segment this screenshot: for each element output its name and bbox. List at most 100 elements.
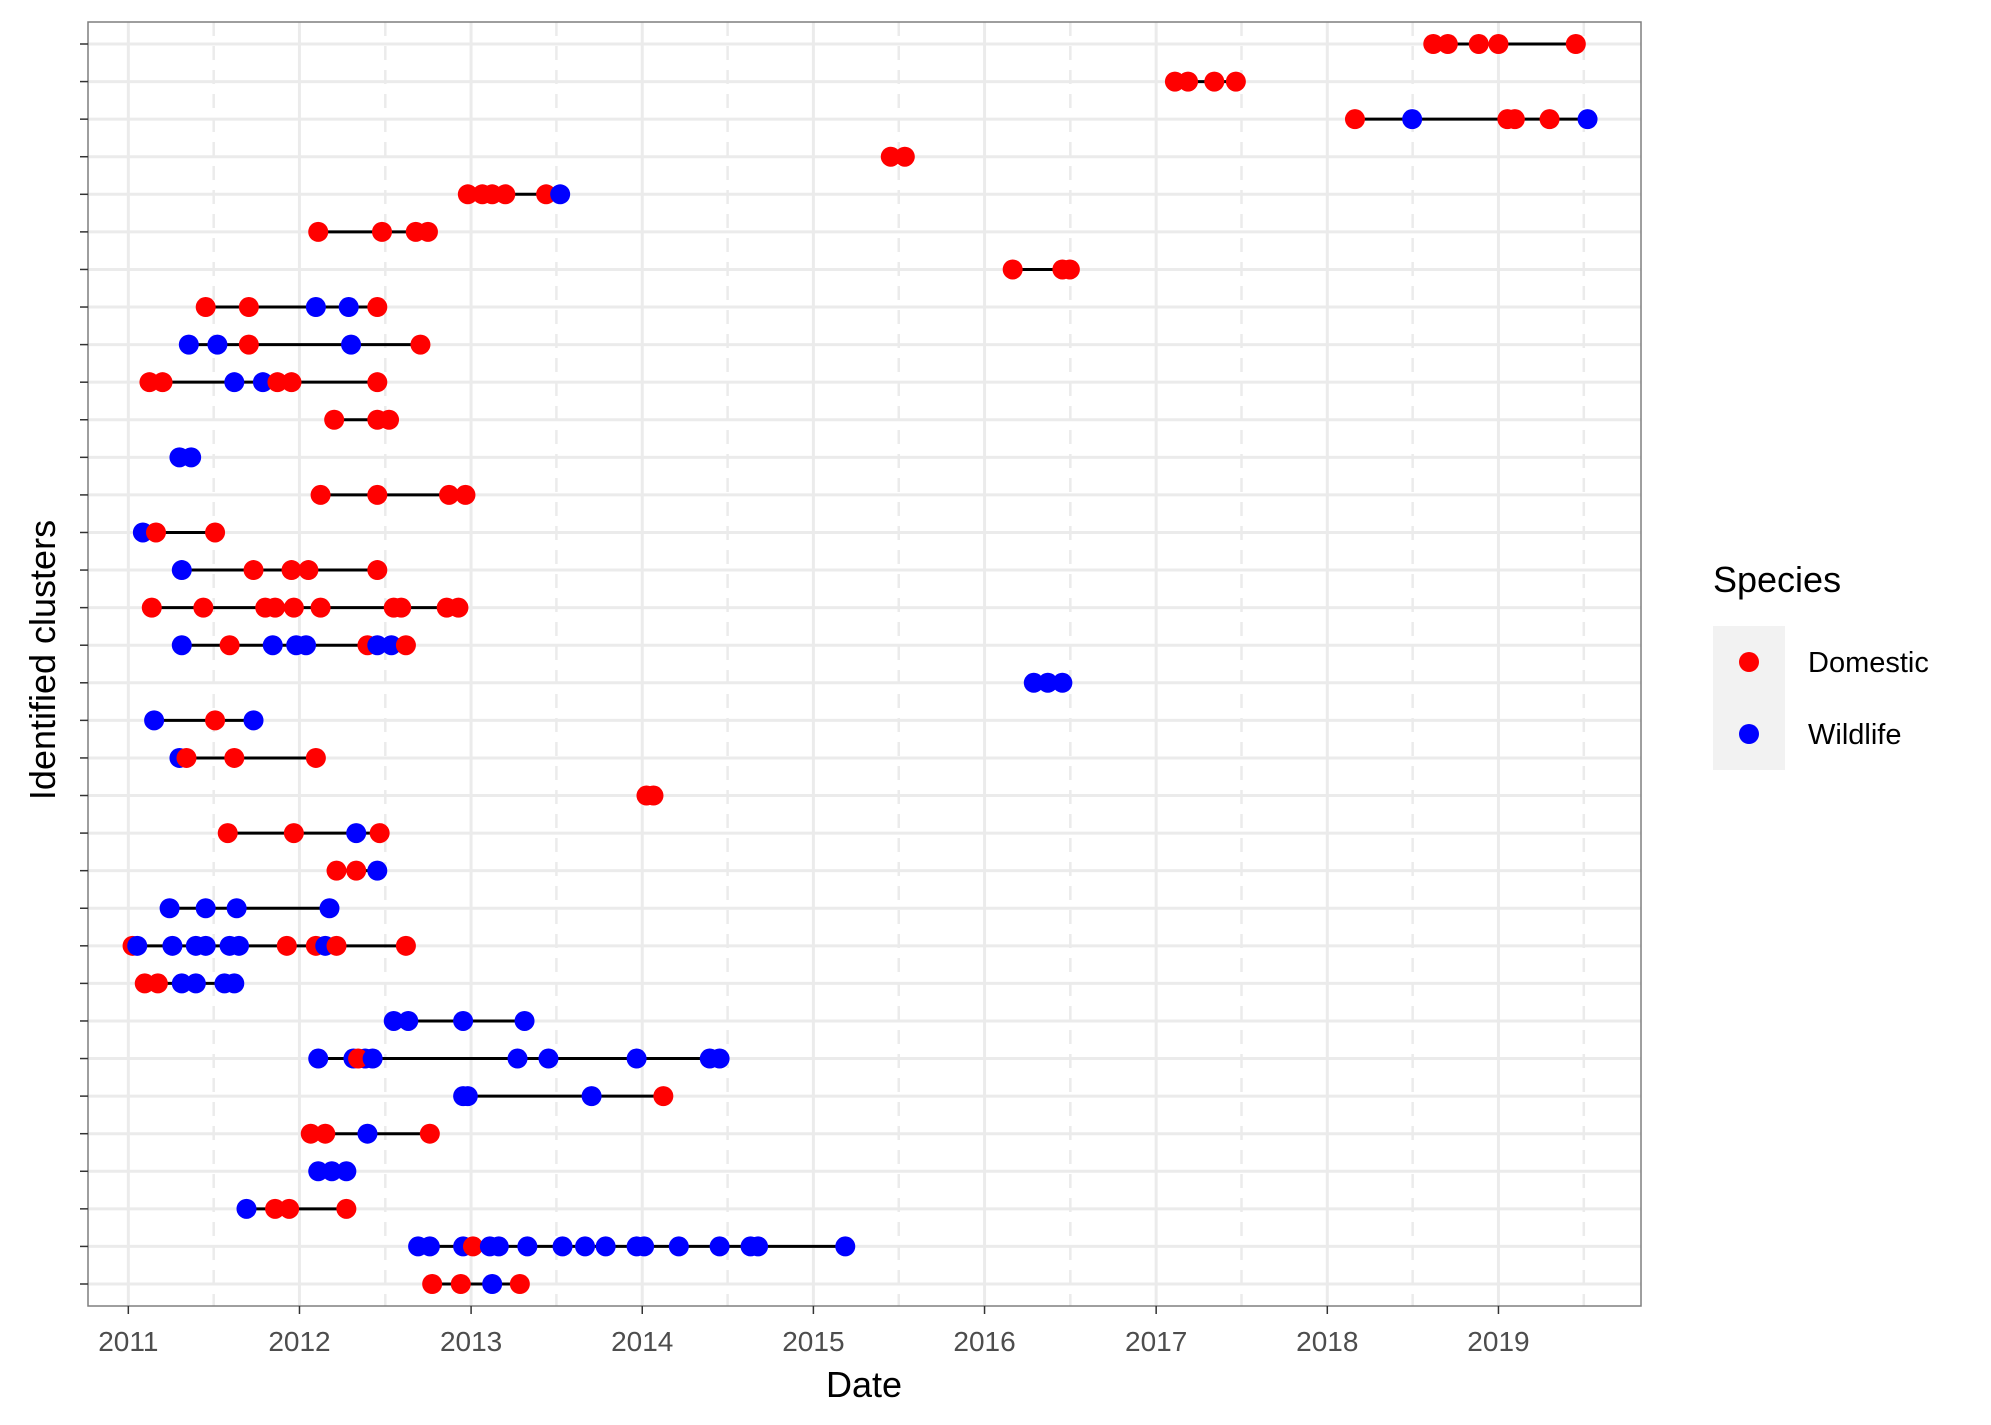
domestic-point xyxy=(419,1123,440,1144)
cluster-row xyxy=(195,297,388,318)
cluster-row xyxy=(1164,71,1246,92)
wildlife-point xyxy=(514,1010,535,1031)
wildlife-point xyxy=(507,1048,528,1069)
domestic-point xyxy=(195,297,216,318)
cluster-row xyxy=(310,484,476,505)
domestic-point xyxy=(145,522,166,543)
wildlife-point xyxy=(552,1236,573,1257)
cluster-row xyxy=(236,1198,357,1219)
domestic-point xyxy=(448,597,469,618)
domestic-point xyxy=(217,823,238,844)
wildlife-point xyxy=(185,973,206,994)
domestic-point xyxy=(310,597,331,618)
domestic-point xyxy=(141,597,162,618)
wildlife-point xyxy=(338,297,359,318)
cluster-row xyxy=(122,935,416,956)
x-axis: 2011 2012 2013 2014 2015 2016 2017 2018 2019 xyxy=(80,43,1530,1357)
domestic-point xyxy=(176,747,197,768)
cluster-row xyxy=(308,221,438,242)
wildlife-point xyxy=(575,1236,596,1257)
wildlife-point xyxy=(538,1048,559,1069)
x-axis-title: Date xyxy=(826,1364,902,1405)
domestic-point xyxy=(326,860,347,881)
domestic-point xyxy=(1002,259,1023,280)
cluster-row xyxy=(636,785,664,806)
domestic-point xyxy=(243,560,264,581)
cluster-row xyxy=(1344,109,1598,130)
domestic-point xyxy=(395,635,416,656)
legend-label-domestic: Domestic xyxy=(1808,647,1929,679)
wildlife-point xyxy=(383,1010,404,1031)
legend-key-wildlife xyxy=(1739,724,1759,744)
wildlife-point xyxy=(252,372,273,393)
legend: Species Domestic Wildlife xyxy=(1713,559,1929,770)
domestic-point xyxy=(455,484,476,505)
domestic-point xyxy=(205,522,226,543)
wildlife-point xyxy=(398,1010,419,1031)
y-axis-title: Identified clusters xyxy=(22,520,63,800)
wildlife-point xyxy=(367,860,388,881)
wildlife-point xyxy=(482,1274,503,1294)
cluster-row xyxy=(132,522,226,543)
cluster-row xyxy=(171,560,388,581)
x-tick-label: 2014 xyxy=(611,1326,673,1357)
domestic-point xyxy=(276,935,297,956)
cluster-row xyxy=(1002,259,1080,280)
wildlife-point xyxy=(367,635,388,656)
domestic-point xyxy=(1423,34,1444,54)
domestic-point xyxy=(643,785,664,806)
wildlife-point xyxy=(1023,672,1044,693)
wildlife-point xyxy=(243,710,264,731)
domestic-point xyxy=(348,1048,369,1069)
domestic-point xyxy=(283,597,304,618)
domestic-point xyxy=(238,297,259,318)
wildlife-point xyxy=(181,447,202,468)
domestic-point xyxy=(367,372,388,393)
domestic-point xyxy=(1059,259,1080,280)
domestic-point xyxy=(1488,34,1509,54)
cluster-row xyxy=(169,747,326,768)
cluster-row xyxy=(139,372,388,393)
wildlife-point xyxy=(207,334,228,355)
cluster-row xyxy=(300,1123,440,1144)
x-tick-label: 2019 xyxy=(1467,1326,1529,1357)
cluster-row xyxy=(159,898,340,919)
wildlife-point xyxy=(748,1236,769,1257)
domestic-point xyxy=(324,409,345,430)
wildlife-point xyxy=(319,898,340,919)
wildlife-point xyxy=(362,1048,383,1069)
domestic-point xyxy=(395,935,416,956)
wildlife-point xyxy=(305,297,326,318)
cluster-row xyxy=(134,973,245,994)
wildlife-point xyxy=(224,372,245,393)
domestic-point xyxy=(205,710,226,731)
wildlife-point xyxy=(226,898,247,919)
cluster-row xyxy=(324,409,400,430)
domestic-point xyxy=(894,146,915,167)
wildlife-point xyxy=(224,973,245,994)
domestic-point xyxy=(1468,34,1489,54)
domestic-point xyxy=(450,1274,471,1294)
domestic-point xyxy=(265,1198,286,1219)
domestic-point xyxy=(1437,34,1458,54)
wildlife-point xyxy=(1037,672,1058,693)
wildlife-point xyxy=(178,334,199,355)
cluster-row xyxy=(178,334,431,355)
domestic-point xyxy=(367,560,388,581)
domestic-point xyxy=(422,1274,443,1294)
domestic-point xyxy=(1565,34,1586,54)
wildlife-point xyxy=(550,184,571,205)
domestic-point xyxy=(279,1198,300,1219)
cluster-row xyxy=(408,1236,856,1257)
domestic-point xyxy=(410,334,431,355)
wildlife-point xyxy=(381,635,402,656)
wildlife-point xyxy=(262,635,283,656)
domestic-point xyxy=(391,597,412,618)
domestic-point xyxy=(439,484,460,505)
x-tick-label: 2015 xyxy=(782,1326,844,1357)
domestic-point xyxy=(1344,109,1365,130)
domestic-point xyxy=(379,409,400,430)
domestic-point xyxy=(1178,71,1199,92)
panel-border xyxy=(87,21,1642,1307)
